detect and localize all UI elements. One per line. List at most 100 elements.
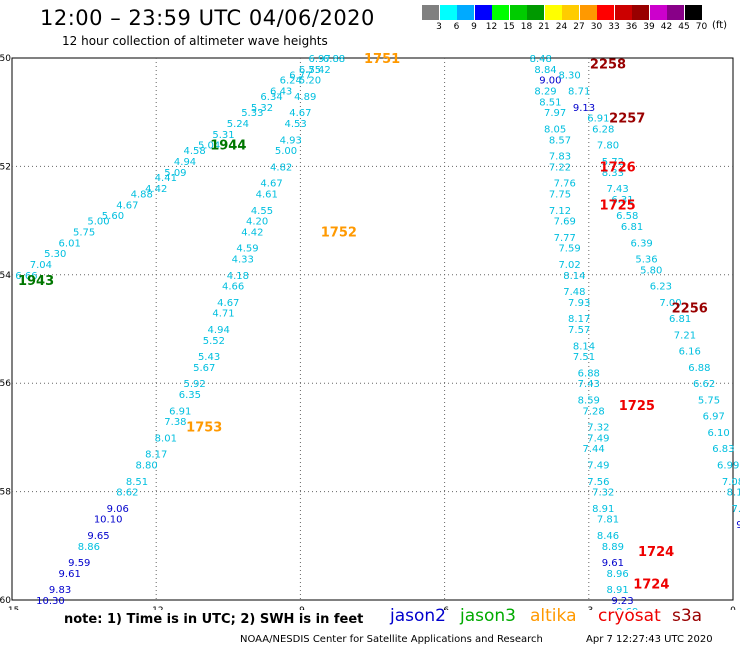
legend-swatch [509,5,527,20]
wave-height-value: 8.51 [539,97,561,108]
pass-time-label: 1753 [186,421,222,436]
wave-height-value: 10.10 [94,515,123,526]
wave-height-value: 6.99 [717,461,739,472]
wave-height-value: 6.88 [323,54,345,65]
wave-height-value: 6.75 [299,65,321,76]
wave-height-value: 4.67 [116,200,138,211]
legend-swatch [457,5,474,20]
legend-swatch [632,5,649,20]
legend-swatch [492,5,509,20]
wave-height-value: 7.32 [592,488,614,499]
wave-height-value: 6.81 [669,314,691,325]
legend-swatch [422,5,439,20]
wave-height-value: 4.33 [232,255,254,266]
pass-time-label: 1944 [210,139,246,154]
wave-height-value: 6.88 [688,363,710,374]
wave-height-value: 5.00 [275,146,297,157]
mission-jason3: jason3 [460,606,516,626]
wave-height-value: 4.59 [236,244,258,255]
wave-height-value: 7.83 [549,152,571,163]
wave-height-value: 4.20 [246,217,268,228]
wave-height-value: 4.82 [270,162,292,173]
legend-label: 70 [695,22,708,32]
wave-height-value: 7.12 [549,206,571,217]
wave-height-value: 8.84 [534,65,556,76]
wave-height-value: 9.59 [68,558,90,569]
legend-swatch [667,5,684,20]
mission-altika: altika [530,606,577,626]
legend-label: 15 [503,22,515,32]
pass-time-label: 1725 [600,198,636,213]
wave-height-value: 8.91 [607,585,629,596]
wave-height-value: 8.33 [602,168,624,179]
y-tick-label: -58 [0,488,11,498]
legend-swatch [597,5,614,20]
y-tick-label: -50 [0,54,11,64]
pass-time-label: 1752 [321,225,357,240]
x-tick-label: -12 [149,606,164,610]
wave-height-value: 7.49 [587,461,609,472]
wave-height-value: 8.01 [155,433,177,444]
wave-height-value: 8.59 [578,395,600,406]
x-tick-label: -6 [440,606,449,610]
legend-label: 21 [538,22,550,32]
wave-height-value: 5.75 [698,395,720,406]
wave-height-value: 7.76 [554,179,576,190]
legend-label: 39 [643,22,655,32]
wave-height-value: 5.92 [184,379,206,390]
legend-label: 45 [678,22,690,32]
wave-height-value: 7.75 [549,190,571,201]
wave-height-value: 8.57 [549,135,571,146]
wave-height-value: 6.77 [289,70,311,81]
wave-height-value: 6.88 [578,368,600,379]
wave-height-value: 4.53 [284,119,306,130]
pass-time-label: 1724 [633,578,669,593]
wave-height-value: 9.23 [611,596,633,607]
y-tick-label: -56 [0,379,11,389]
wave-height-value: 7.04 [30,260,52,271]
wave-height-value: 5.60 [102,211,124,222]
legend-swatch [579,5,597,20]
wave-height-value: 6.91 [169,406,191,417]
wave-height-value: 6.83 [712,444,734,455]
legend-swatch [562,5,579,20]
page-subtitle: 12 hour collection of altimeter wave hei… [62,34,328,48]
wave-height-value: 8.62 [116,488,138,499]
wave-height-value: 5.20 [299,76,321,87]
wave-height-value: 9.23 [736,520,740,531]
generated-timestamp: Apr 7 12:27:43 UTC 2020 [586,634,713,645]
wave-height-value: 9.61 [59,569,81,580]
wave-height-value: 8.16 [727,488,740,499]
wave-height-value: 6.62 [693,379,715,390]
wave-height-value: 5.00 [87,217,109,228]
legend-label: 12 [485,22,498,32]
wave-height-value: 4.61 [256,190,278,201]
wave-height-value: 7.93 [568,298,590,309]
legend-swatch [684,5,702,20]
wave-height-value: 4.67 [217,298,239,309]
mission-cryosat: cryosat [598,606,661,626]
wave-height-value: 5.31 [212,130,234,141]
wave-height-value: 8.14 [573,341,595,352]
x-tick-label: 0 [730,606,736,610]
wave-height-value: 6.10 [707,428,729,439]
wave-height-value: 7.48 [563,287,585,298]
wave-height-value: 7.32 [587,423,609,434]
wave-height-value: 8.05 [544,124,566,135]
wave-height-value: 9.83 [49,585,71,596]
wave-height-value: 4.42 [241,227,263,238]
legend-unit: (ft) [712,20,728,31]
wave-height-value: 5.24 [227,119,249,130]
wave-height-value: 8.46 [597,531,619,542]
legend-label: 30 [590,22,603,32]
wave-height-value: 7.43 [578,379,600,390]
wave-height-value: 8.14 [563,271,585,282]
x-tick-label: -3 [584,606,593,610]
wave-height-value: 7.57 [568,325,590,336]
wave-height-value: 7.69 [554,217,576,228]
pass-time-label: 1726 [600,160,636,175]
wave-height-value: 5.04 [198,141,220,152]
wave-height-value: 7.56 [587,477,609,488]
wave-height-value: 7.21 [674,330,696,341]
legend-label: 33 [608,22,620,32]
